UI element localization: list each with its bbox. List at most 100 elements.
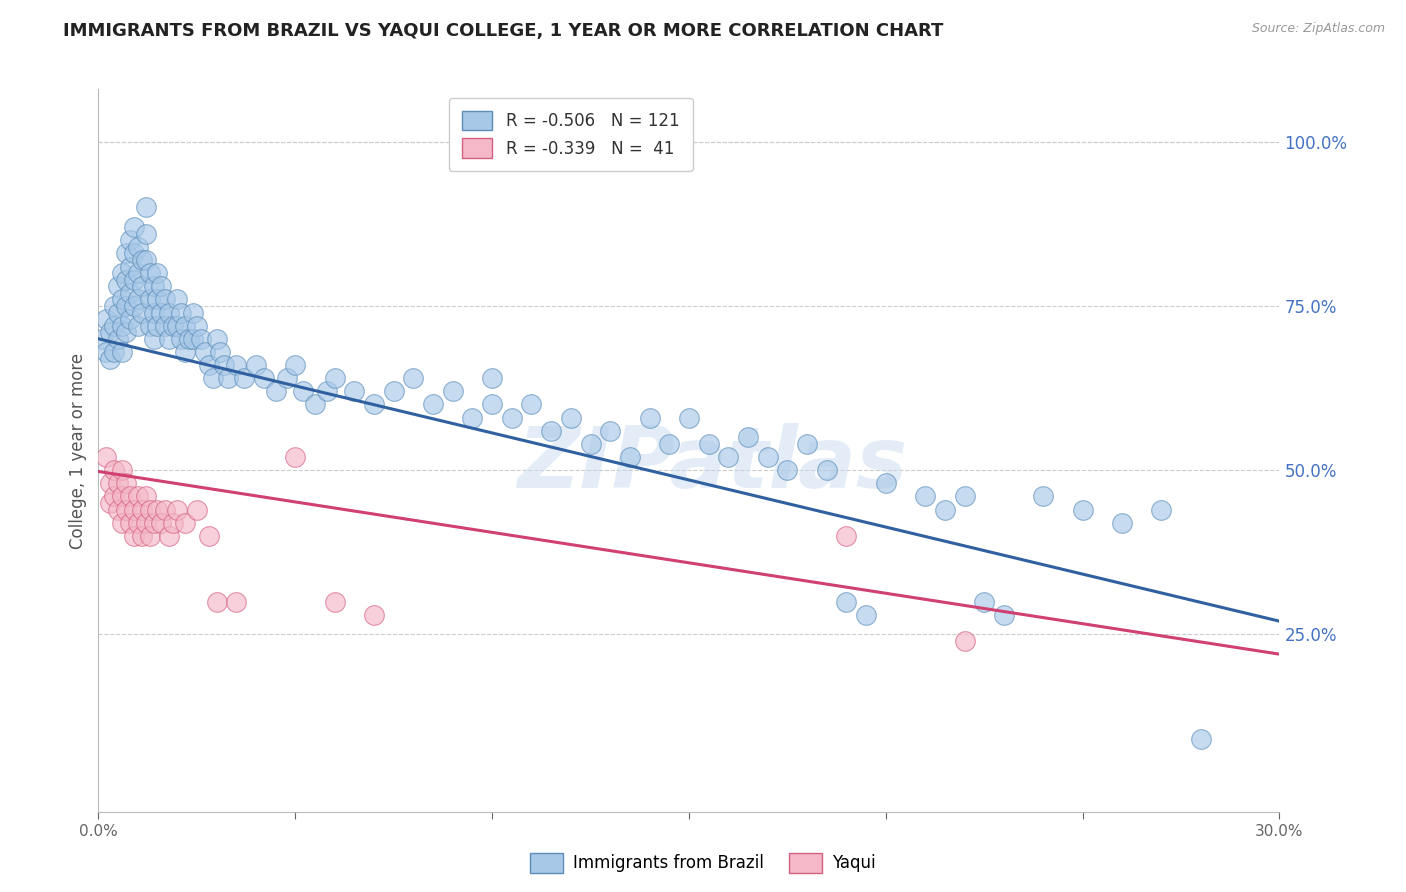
Text: Source: ZipAtlas.com: Source: ZipAtlas.com [1251, 22, 1385, 36]
Point [166, 318, 188, 333]
Point [174, 516, 197, 530]
Point [118, 260, 141, 274]
Point [98, 496, 121, 510]
Point [131, 305, 153, 319]
Point [107, 476, 129, 491]
Point [481, 371, 503, 385]
Point [115, 299, 138, 313]
Point [245, 358, 267, 372]
Point [122, 529, 145, 543]
Point [402, 371, 425, 385]
Point [697, 437, 720, 451]
Point [776, 463, 799, 477]
Point [461, 410, 484, 425]
Point [540, 424, 562, 438]
Point [118, 233, 141, 247]
Point [146, 318, 169, 333]
Point [107, 305, 129, 319]
Point [233, 371, 256, 385]
Point [953, 634, 976, 648]
Point [115, 325, 138, 339]
Point [197, 529, 219, 543]
Point [98, 325, 121, 339]
Point [122, 502, 145, 516]
Point [276, 371, 298, 385]
Point [111, 293, 134, 307]
Point [103, 463, 125, 477]
Point [157, 529, 180, 543]
Point [111, 490, 134, 504]
Point [138, 318, 160, 333]
Point [111, 463, 134, 477]
Point [225, 594, 247, 608]
Point [127, 240, 149, 254]
Point [323, 594, 346, 608]
Point [855, 607, 877, 622]
Point [186, 318, 208, 333]
Point [737, 430, 759, 444]
Point [209, 345, 232, 359]
Point [201, 371, 224, 385]
Point [122, 246, 145, 260]
Point [115, 273, 138, 287]
Point [560, 410, 582, 425]
Point [103, 299, 125, 313]
Point [122, 220, 145, 235]
Point [194, 345, 217, 359]
Point [796, 437, 818, 451]
Point [717, 450, 740, 464]
Point [835, 594, 858, 608]
Point [142, 279, 165, 293]
Point [115, 246, 138, 260]
Point [181, 332, 204, 346]
Point [127, 516, 149, 530]
Point [98, 476, 121, 491]
Legend: R = -0.506   N = 121, R = -0.339   N =  41: R = -0.506 N = 121, R = -0.339 N = 41 [449, 97, 693, 171]
Point [155, 502, 177, 516]
Point [146, 266, 169, 280]
Point [135, 201, 157, 215]
Legend: Immigrants from Brazil, Yaqui: Immigrants from Brazil, Yaqui [523, 847, 883, 880]
Text: ZIPatlas: ZIPatlas [517, 424, 908, 507]
Point [441, 384, 464, 399]
Y-axis label: College, 1 year or more: College, 1 year or more [69, 352, 87, 549]
Point [520, 397, 543, 411]
Point [111, 318, 134, 333]
Point [619, 450, 641, 464]
Point [501, 410, 523, 425]
Point [107, 502, 129, 516]
Point [190, 332, 212, 346]
Point [481, 397, 503, 411]
Point [131, 502, 153, 516]
Point [127, 266, 149, 280]
Point [122, 299, 145, 313]
Point [98, 351, 121, 366]
Point [170, 305, 193, 319]
Point [170, 332, 193, 346]
Point [678, 410, 700, 425]
Point [638, 410, 661, 425]
Point [118, 490, 141, 504]
Point [135, 516, 157, 530]
Point [835, 529, 858, 543]
Point [1071, 502, 1094, 516]
Point [166, 502, 188, 516]
Point [382, 384, 405, 399]
Point [103, 490, 125, 504]
Point [96, 312, 118, 326]
Point [135, 227, 157, 241]
Point [122, 273, 145, 287]
Point [253, 371, 276, 385]
Point [111, 345, 134, 359]
Point [127, 490, 149, 504]
Point [214, 358, 236, 372]
Point [162, 516, 184, 530]
Point [118, 516, 141, 530]
Point [138, 529, 160, 543]
Point [422, 397, 444, 411]
Point [118, 312, 141, 326]
Point [138, 502, 160, 516]
Point [363, 397, 385, 411]
Point [155, 318, 177, 333]
Point [131, 279, 153, 293]
